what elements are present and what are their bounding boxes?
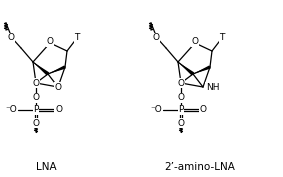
Polygon shape: [178, 62, 194, 76]
Text: ⁻O: ⁻O: [150, 105, 162, 115]
Text: 2’-amino-LNA: 2’-amino-LNA: [164, 162, 235, 172]
Text: NH: NH: [206, 82, 220, 92]
Text: P: P: [33, 105, 39, 115]
Text: O: O: [177, 118, 185, 127]
Polygon shape: [48, 65, 66, 74]
Text: O: O: [8, 33, 14, 42]
Text: O: O: [55, 82, 61, 92]
Text: O: O: [33, 79, 40, 87]
Text: O: O: [46, 38, 53, 47]
Text: ⁻O: ⁻O: [5, 105, 17, 115]
Text: O: O: [55, 105, 62, 115]
Text: P: P: [178, 105, 184, 115]
Text: O: O: [33, 93, 40, 102]
Text: O: O: [192, 38, 198, 47]
Polygon shape: [33, 62, 49, 76]
Text: O: O: [200, 105, 207, 115]
Polygon shape: [193, 65, 211, 74]
Text: O: O: [177, 79, 185, 87]
Text: O: O: [177, 93, 185, 102]
Text: T: T: [74, 33, 80, 42]
Text: T: T: [219, 33, 225, 42]
Text: LNA: LNA: [36, 162, 56, 172]
Text: O: O: [33, 118, 40, 127]
Text: O: O: [153, 33, 160, 42]
